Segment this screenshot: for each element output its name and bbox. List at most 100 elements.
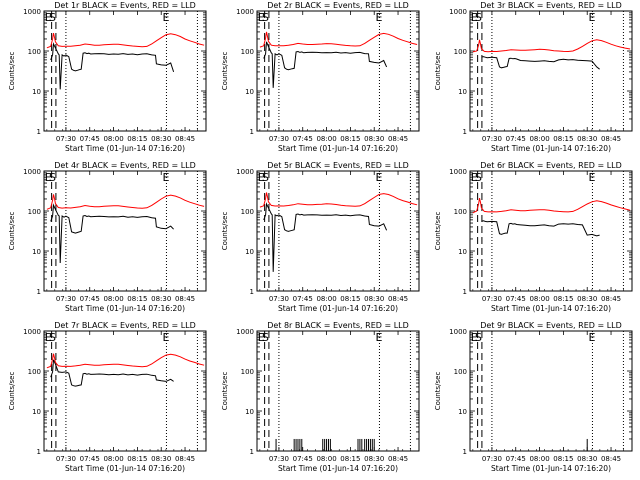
y-tick-label: 10 <box>32 88 41 96</box>
x-tick-label: 08:00 <box>316 135 336 143</box>
panel-title: Det 4r BLACK = Events, RED = LLD <box>54 161 196 170</box>
y-tick-label: 1 <box>463 128 467 136</box>
panel-det-8: Det 8r BLACK = Events, RED = LLD 1 10 100 10… <box>221 321 420 473</box>
y-tick-label: 1 <box>37 128 41 136</box>
x-tick-label: 07:45 <box>80 455 100 463</box>
x-tick-label: 08:30 <box>577 295 597 303</box>
x-axis-label: Start Time (01-Jun-14 07:16:20) <box>491 304 611 313</box>
panel-title: Det 2r BLACK = Events, RED = LLD <box>267 1 409 10</box>
x-tick-label: 08:15 <box>553 135 573 143</box>
x-tick-label: 08:30 <box>577 135 597 143</box>
y-axis-label: Counts/sec <box>434 372 442 411</box>
y-tick-label: 10 <box>458 408 467 416</box>
x-tick-label: 07:30 <box>482 135 502 143</box>
marker-e: E <box>471 11 478 24</box>
x-tick-label: 08:15 <box>553 455 573 463</box>
marker-e: E <box>375 171 382 184</box>
y-tick-label: 100 <box>241 208 254 216</box>
x-tick-label: 08:30 <box>364 295 384 303</box>
lld-series-line <box>472 197 631 214</box>
lld-series-line <box>46 32 205 49</box>
marker-e: E <box>588 11 595 24</box>
events-series-line <box>481 56 600 70</box>
lld-series-line <box>46 194 205 210</box>
x-tick-label: 07:30 <box>56 135 76 143</box>
y-tick-label: 1000 <box>236 328 254 336</box>
x-tick-label: 07:30 <box>56 455 76 463</box>
panel-title: Det 6r BLACK = Events, RED = LLD <box>480 161 622 170</box>
y-axis-label: Counts/sec <box>434 212 442 251</box>
y-tick-label: 1000 <box>23 328 41 336</box>
x-tick-label: 08:00 <box>529 455 549 463</box>
lld-series-line <box>46 353 205 369</box>
x-axis-label: Start Time (01-Jun-14 07:16:20) <box>491 464 611 473</box>
x-tick-label: 08:15 <box>127 295 147 303</box>
marker-e: E <box>45 331 52 344</box>
y-tick-label: 10 <box>458 88 467 96</box>
y-tick-label: 1000 <box>236 8 254 16</box>
panel-det-2: Det 2r BLACK = Events, RED = LLD 1 10 100 10… <box>221 1 420 153</box>
panel-det-5: Det 5r BLACK = Events, RED = LLD 1 10 100 10… <box>221 161 420 313</box>
lld-series-line <box>259 192 418 208</box>
x-tick-label: 08:30 <box>151 295 171 303</box>
y-tick-label: 10 <box>32 408 41 416</box>
y-tick-label: 10 <box>458 248 467 256</box>
x-tick-label: 07:45 <box>293 295 313 303</box>
panel-title: Det 9r BLACK = Events, RED = LLD <box>480 321 622 330</box>
marker-s: S <box>262 331 269 344</box>
marker-e: E <box>375 331 382 344</box>
marker-s: S <box>475 11 482 24</box>
x-tick-label: 08:45 <box>601 295 621 303</box>
marker-e: E <box>45 11 52 24</box>
x-axis-label: Start Time (01-Jun-14 07:16:20) <box>65 144 185 153</box>
events-series-line <box>481 220 600 237</box>
marker-e: E <box>258 11 265 24</box>
x-tick-label: 07:45 <box>506 295 526 303</box>
marker-s: S <box>49 11 56 24</box>
y-tick-label: 10 <box>32 248 41 256</box>
events-series-line <box>263 41 388 88</box>
x-tick-label: 07:30 <box>482 455 502 463</box>
x-axis-label: Start Time (01-Jun-14 07:16:20) <box>491 144 611 153</box>
panel-det-7: Det 7r BLACK = Events, RED = LLD 1 10 100 10… <box>8 321 207 473</box>
plot-frame <box>469 10 633 132</box>
events-series-line <box>263 202 388 272</box>
panel-title: Det 8r BLACK = Events, RED = LLD <box>267 321 409 330</box>
events-series-line <box>50 42 175 90</box>
x-tick-label: 08:00 <box>316 295 336 303</box>
panel-det-9: Det 9r BLACK = Events, RED = LLD 1 10 100 10… <box>434 321 633 473</box>
x-tick-label: 08:15 <box>127 455 147 463</box>
panel-det-4: Det 4r BLACK = Events, RED = LLD 1 10 100 10… <box>8 161 207 313</box>
x-tick-label: 07:30 <box>269 295 289 303</box>
x-tick-label: 08:45 <box>601 455 621 463</box>
y-tick-label: 1 <box>463 288 467 296</box>
y-tick-label: 10 <box>245 408 254 416</box>
plot-frame <box>256 330 420 452</box>
y-axis-label: Counts/sec <box>8 212 16 251</box>
x-axis-label: Start Time (01-Jun-14 07:16:20) <box>278 464 398 473</box>
y-tick-label: 100 <box>454 48 467 56</box>
x-tick-label: 07:45 <box>293 455 313 463</box>
panel-title: Det 5r BLACK = Events, RED = LLD <box>267 161 409 170</box>
y-axis-label: Counts/sec <box>221 372 229 411</box>
plot-frame <box>256 170 420 292</box>
y-tick-label: 1 <box>463 448 467 456</box>
x-tick-label: 08:15 <box>340 135 360 143</box>
x-tick-label: 08:45 <box>388 295 408 303</box>
marker-e: E <box>588 171 595 184</box>
marker-e: E <box>162 171 169 184</box>
plot-frame <box>256 10 420 132</box>
x-tick-label: 08:45 <box>388 135 408 143</box>
y-tick-label: 10 <box>245 248 254 256</box>
x-tick-label: 08:30 <box>151 135 171 143</box>
marker-s: S <box>262 11 269 24</box>
marker-s: S <box>475 171 482 184</box>
marker-e: E <box>471 171 478 184</box>
x-axis-label: Start Time (01-Jun-14 07:16:20) <box>278 304 398 313</box>
panel-det-1: Det 1r BLACK = Events, RED = LLD 1 10 100 10… <box>8 1 207 153</box>
marker-e: E <box>45 171 52 184</box>
y-tick-label: 1 <box>250 288 254 296</box>
x-tick-label: 08:00 <box>103 135 123 143</box>
x-tick-label: 08:45 <box>175 295 195 303</box>
events-series-line <box>50 359 174 387</box>
